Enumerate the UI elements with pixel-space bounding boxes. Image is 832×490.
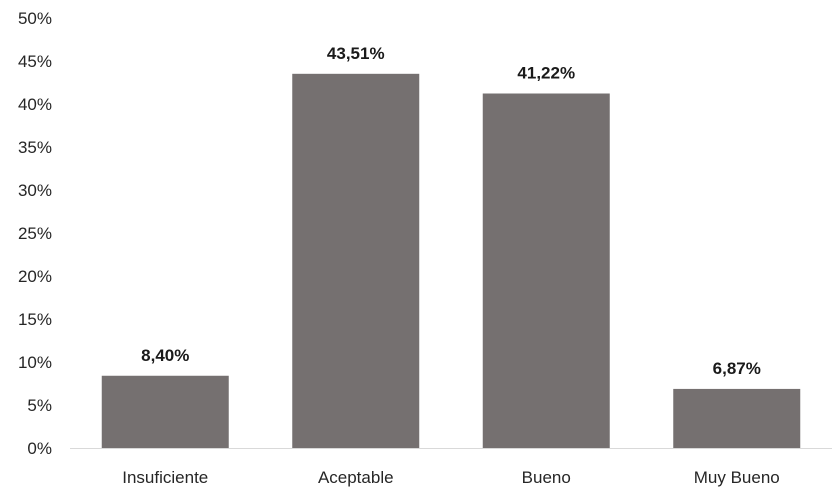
y-tick-label: 45%: [18, 52, 52, 71]
x-axis-category-labels: Insuficiente Aceptable Bueno Muy Bueno: [122, 468, 780, 487]
y-tick-label: 35%: [18, 138, 52, 157]
y-tick-label: 30%: [18, 181, 52, 200]
y-tick-label: 40%: [18, 95, 52, 114]
bar-insuficiente: [101, 375, 229, 448]
data-label: 8,40%: [141, 346, 189, 365]
bar-bueno: [482, 93, 610, 449]
x-category-label: Insuficiente: [122, 468, 208, 487]
y-tick-label: 10%: [18, 353, 52, 372]
y-axis-tick-labels: 0% 5% 10% 15% 20% 25% 30% 35% 40% 45% 50%: [18, 9, 52, 458]
data-labels-group: 8,40% 43,51% 41,22% 6,87%: [141, 44, 761, 378]
x-category-label: Aceptable: [318, 468, 394, 487]
bar-aceptable: [292, 73, 420, 449]
y-tick-label: 5%: [27, 396, 52, 415]
bar-muy-bueno: [673, 388, 801, 448]
x-category-label: Bueno: [522, 468, 571, 487]
bars-group: [101, 73, 801, 449]
data-label: 43,51%: [327, 44, 385, 63]
data-label: 41,22%: [517, 64, 575, 83]
y-tick-label: 25%: [18, 224, 52, 243]
y-tick-label: 50%: [18, 9, 52, 28]
y-tick-label: 20%: [18, 267, 52, 286]
y-tick-label: 0%: [27, 439, 52, 458]
y-tick-label: 15%: [18, 310, 52, 329]
x-category-label: Muy Bueno: [694, 468, 780, 487]
data-label: 6,87%: [713, 359, 761, 378]
